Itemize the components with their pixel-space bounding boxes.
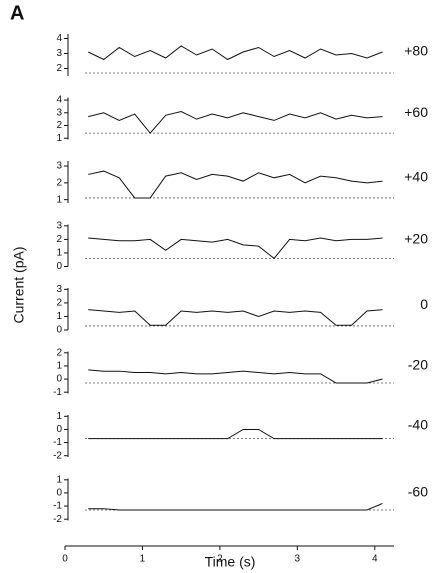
y-tick-label: 2 xyxy=(56,177,62,188)
y-tick-label: 2 xyxy=(56,298,62,309)
y-tick-label: 4 xyxy=(56,33,62,44)
trace xyxy=(88,502,383,511)
y-tick-label: 0 xyxy=(56,424,62,435)
panel-label: A xyxy=(10,2,24,24)
y-tick-label: -2 xyxy=(53,514,62,525)
y-tick-label: 1 xyxy=(56,133,62,144)
y-tick-label: 1 xyxy=(56,361,62,372)
voltage-label: +40 xyxy=(404,168,428,184)
y-tick-label: 2 xyxy=(56,120,62,131)
x-tick-label: 0 xyxy=(62,554,68,565)
x-tick-label: 3 xyxy=(295,554,301,565)
y-tick-label: 4 xyxy=(56,95,62,106)
y-tick-label: -2 xyxy=(53,450,62,461)
y-tick-label: -1 xyxy=(53,387,62,398)
y-tick-label: 3 xyxy=(56,284,62,295)
trace xyxy=(88,170,383,199)
voltage-label: +80 xyxy=(404,42,428,58)
trace xyxy=(88,428,383,440)
trace xyxy=(88,309,383,326)
trace xyxy=(88,369,383,384)
voltage-label: -40 xyxy=(408,416,428,432)
y-tick-label: 3 xyxy=(56,48,62,59)
y-tick-label: -1 xyxy=(53,501,62,512)
x-tick-label: 2 xyxy=(217,554,223,565)
y-tick-label: 1 xyxy=(56,411,62,422)
voltage-label: -60 xyxy=(408,483,428,499)
voltage-label: -20 xyxy=(408,356,428,372)
y-tick-label: 2 xyxy=(56,63,62,74)
trace xyxy=(88,237,383,260)
y-tick-label: 0 xyxy=(56,374,62,385)
y-axis-label: Current (pA) xyxy=(11,246,27,323)
y-tick-label: 1 xyxy=(56,194,62,205)
x-tick-label: 4 xyxy=(372,554,378,565)
x-axis-label: Time (s) xyxy=(205,554,256,570)
y-tick-label: 2 xyxy=(56,347,62,358)
y-tick-label: 3 xyxy=(56,161,62,172)
y-tick-label: 2 xyxy=(56,234,62,245)
y-tick-label: 1 xyxy=(56,474,62,485)
y-tick-label: -1 xyxy=(53,437,62,448)
trace xyxy=(88,45,383,61)
y-tick-label: 0 xyxy=(56,325,62,336)
y-tick-label: 3 xyxy=(56,107,62,118)
trace xyxy=(88,110,383,134)
voltage-label: +20 xyxy=(404,230,428,246)
x-tick-label: 1 xyxy=(140,554,146,565)
voltage-label: +60 xyxy=(404,104,428,120)
voltage-label: 0 xyxy=(420,296,428,312)
y-tick-label: 0 xyxy=(56,488,62,499)
y-tick-label: 1 xyxy=(56,311,62,322)
y-tick-label: 3 xyxy=(56,220,62,231)
y-tick-label: 1 xyxy=(56,248,62,259)
y-tick-label: 0 xyxy=(56,261,62,272)
